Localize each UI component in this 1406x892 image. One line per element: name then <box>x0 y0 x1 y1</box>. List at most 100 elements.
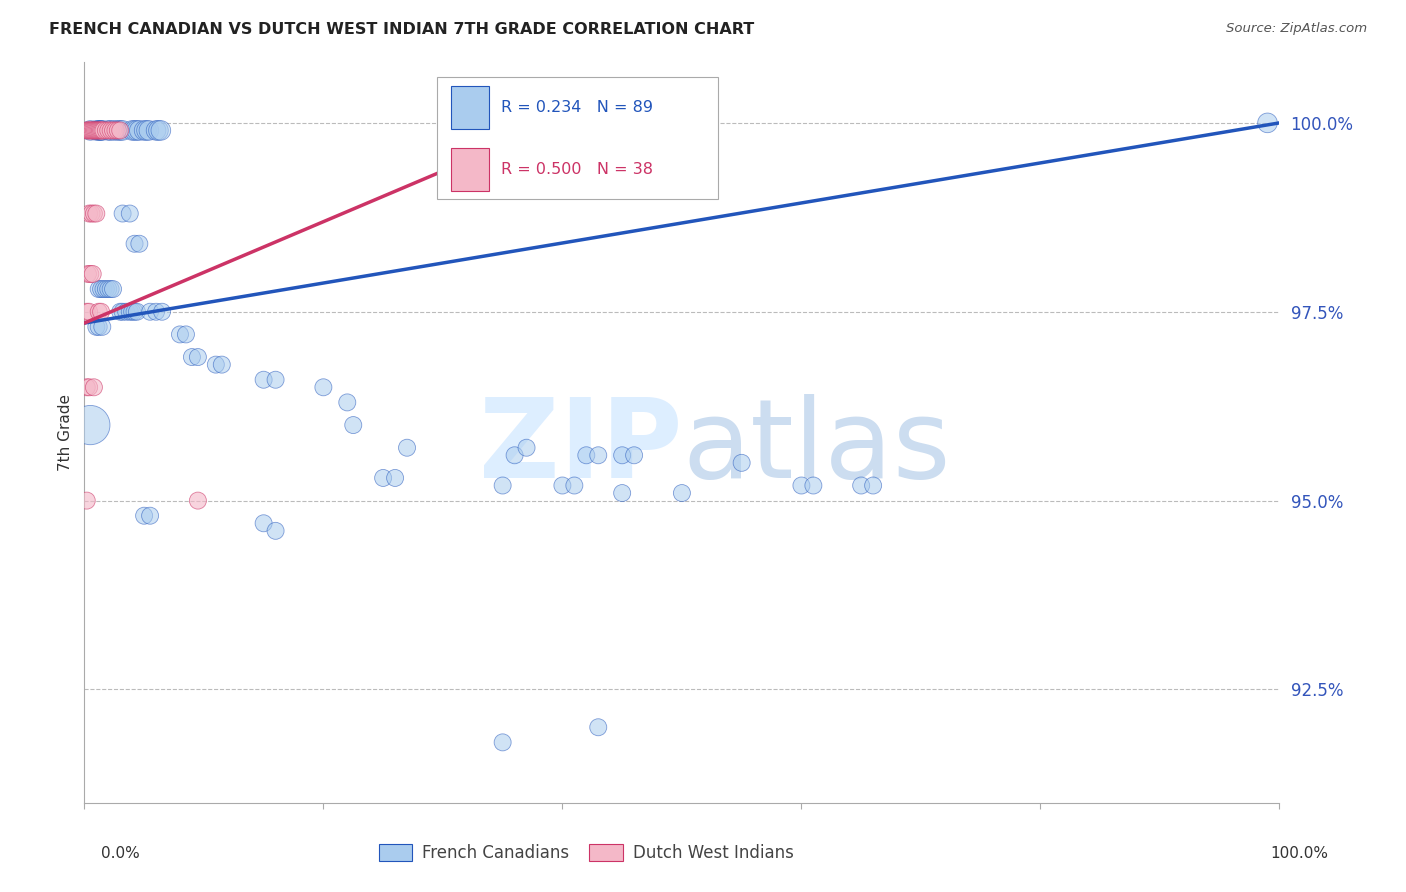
Point <box>264 373 287 387</box>
Legend: French Canadians, Dutch West Indians: French Canadians, Dutch West Indians <box>373 837 800 869</box>
Text: 0.0%: 0.0% <box>101 846 141 861</box>
Point <box>87 304 110 318</box>
Point <box>89 123 111 137</box>
Point <box>93 282 115 296</box>
Text: ZIP: ZIP <box>478 394 682 501</box>
Point <box>211 358 233 372</box>
Point <box>104 123 127 137</box>
Point <box>80 206 103 220</box>
Point <box>803 478 825 492</box>
Point <box>396 441 419 455</box>
Point <box>77 380 100 394</box>
Point <box>124 236 146 251</box>
Point <box>83 123 105 137</box>
Point <box>110 304 132 318</box>
Point <box>118 304 141 318</box>
Text: atlas: atlas <box>682 394 950 501</box>
Text: R = 0.234   N = 89: R = 0.234 N = 89 <box>502 100 654 115</box>
Point <box>384 471 406 485</box>
Point <box>87 123 110 137</box>
Point <box>132 123 156 137</box>
Point <box>564 478 586 492</box>
FancyBboxPatch shape <box>437 78 718 200</box>
Point <box>91 123 114 137</box>
Point <box>181 350 204 364</box>
Point <box>149 123 172 137</box>
Point <box>86 123 108 137</box>
Point <box>790 478 813 492</box>
Point <box>169 327 191 342</box>
Point <box>90 304 112 318</box>
Point <box>342 418 364 433</box>
Point <box>94 123 117 137</box>
Point <box>103 123 125 137</box>
Point <box>86 123 108 137</box>
Point <box>851 478 873 492</box>
Point <box>612 448 634 462</box>
Point <box>121 304 143 318</box>
Point <box>76 304 98 318</box>
Point <box>125 304 148 318</box>
Point <box>91 319 114 334</box>
Point <box>111 206 134 220</box>
Point <box>731 456 754 470</box>
Point <box>77 206 100 220</box>
Point <box>312 380 335 394</box>
Point <box>111 304 134 318</box>
Point <box>373 471 395 485</box>
Point <box>83 206 105 220</box>
Point <box>86 206 108 220</box>
Point <box>100 123 122 137</box>
Point <box>128 123 150 137</box>
Text: R = 0.500   N = 38: R = 0.500 N = 38 <box>502 161 654 177</box>
Point <box>110 123 132 137</box>
Point <box>101 123 124 137</box>
Point <box>83 380 105 394</box>
Point <box>110 123 132 137</box>
Point <box>492 478 515 492</box>
Point <box>174 327 197 342</box>
Point <box>76 123 98 137</box>
Point <box>97 123 120 137</box>
Point <box>80 123 103 137</box>
Point <box>82 123 104 137</box>
Point <box>125 123 148 137</box>
Point <box>187 493 209 508</box>
Point <box>124 304 146 318</box>
Point <box>671 486 693 500</box>
Point <box>205 358 228 372</box>
Point <box>139 304 162 318</box>
Point <box>76 493 98 508</box>
Point <box>253 516 276 531</box>
Point <box>94 282 117 296</box>
Point <box>77 123 100 137</box>
Point <box>93 123 115 137</box>
Point <box>115 304 138 318</box>
Point <box>503 448 526 462</box>
Point <box>139 508 162 523</box>
Point <box>135 123 157 137</box>
Point <box>90 282 112 296</box>
Point <box>87 319 110 334</box>
Point <box>79 267 101 281</box>
Text: 100.0%: 100.0% <box>1271 846 1329 861</box>
Text: Source: ZipAtlas.com: Source: ZipAtlas.com <box>1226 22 1367 36</box>
Point <box>150 304 173 318</box>
Point <box>100 123 122 137</box>
Y-axis label: 7th Grade: 7th Grade <box>58 394 73 471</box>
Point <box>612 486 634 500</box>
Point <box>575 448 598 462</box>
Point <box>121 123 143 137</box>
Point <box>77 267 100 281</box>
Point <box>79 123 101 137</box>
Point <box>90 123 112 137</box>
Point <box>86 123 108 137</box>
Point <box>516 441 538 455</box>
Point <box>87 282 110 296</box>
Point <box>82 267 104 281</box>
Point <box>253 373 276 387</box>
Point <box>77 304 100 318</box>
Point <box>1257 116 1279 130</box>
Point <box>187 350 209 364</box>
Point <box>77 123 100 137</box>
